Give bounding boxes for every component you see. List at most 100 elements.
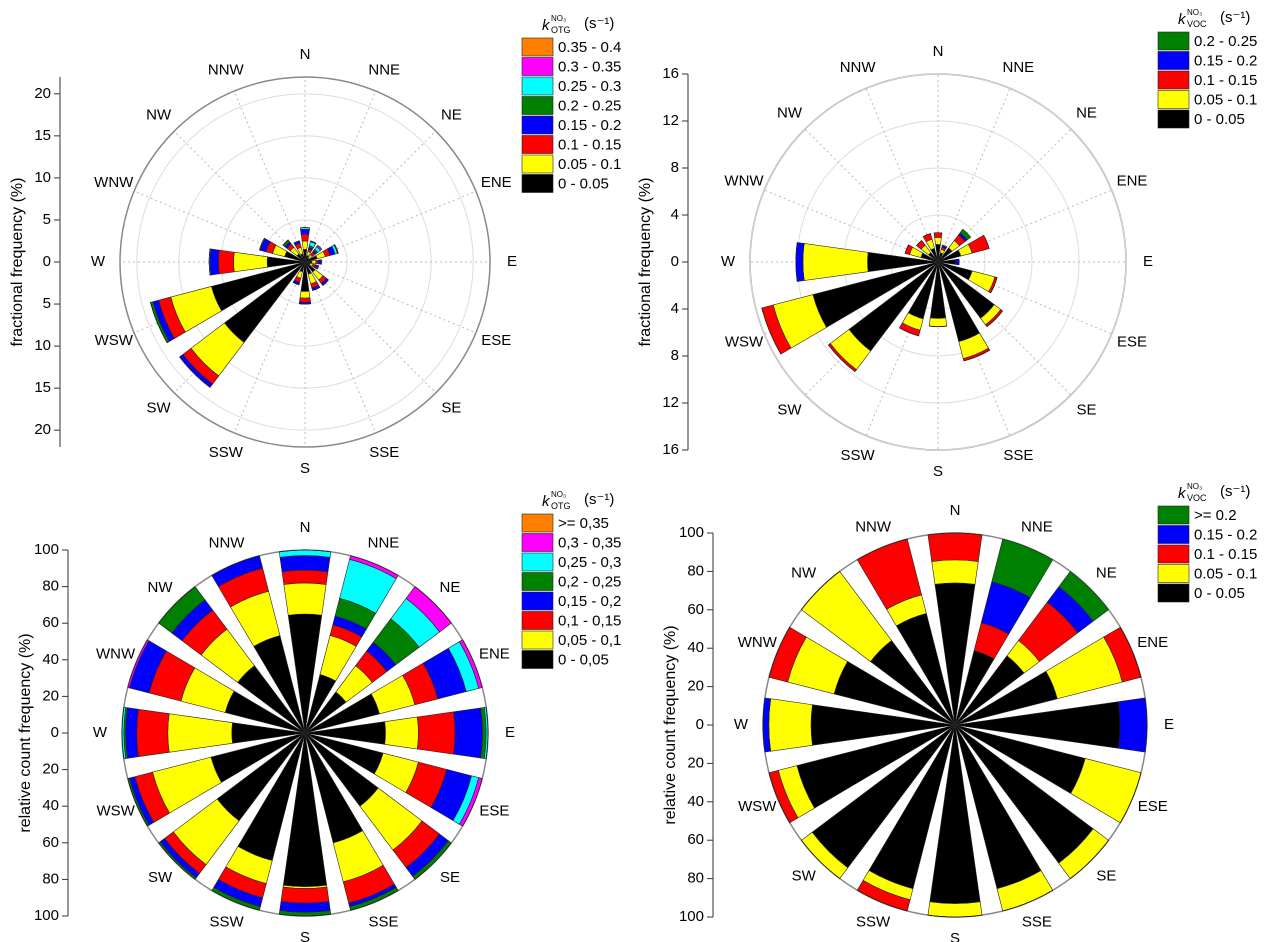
legend-title-part: NO₃ [1187, 8, 1202, 17]
bar-segment [959, 228, 972, 241]
direction-label: W [734, 716, 749, 733]
direction-label: SW [147, 399, 172, 416]
legend-swatch [1157, 544, 1190, 564]
legend-title-part: (s⁻¹) [1220, 483, 1250, 500]
bar-segment [929, 325, 947, 327]
bar-segment [158, 842, 196, 880]
grid-spoke [304, 90, 377, 263]
direction-label: WSW [96, 802, 135, 819]
legend-swatch [1157, 31, 1190, 51]
plot-border [119, 76, 491, 448]
grid-spoke [304, 261, 377, 434]
direction-label: SSE [369, 444, 399, 461]
y-tick-label: 100 [34, 541, 59, 558]
direction-label: SE [1096, 867, 1116, 884]
y-tick-label: 5 [43, 211, 51, 228]
y-tick-label: 8 [671, 159, 679, 176]
y-tick-label: 0 [671, 253, 679, 270]
axis-title: fractional frequency (%) [637, 178, 654, 347]
y-tick-label: 15 [34, 127, 51, 144]
bar-segment [810, 704, 956, 746]
axis-title: fractional frequency (%) [9, 178, 26, 347]
legend-label: 0,3 - 0,35 [558, 534, 621, 551]
legend-swatch [1157, 70, 1190, 90]
bar-segment [283, 582, 327, 616]
direction-label: WSW [95, 332, 134, 349]
y-tick-label: 100 [679, 524, 704, 541]
legend-title-part: NO₃ [1187, 482, 1202, 491]
direction-label: NE [1076, 104, 1097, 121]
grid-spoke [173, 130, 306, 263]
direction-label: NW [146, 107, 172, 124]
direction-label: ENE [1137, 634, 1168, 651]
legend-title-part: OTG [551, 501, 571, 511]
bar-segment [933, 232, 943, 238]
legend-label: 0.15 - 0.2 [1194, 526, 1257, 543]
y-tick-label: 40 [687, 793, 704, 810]
legend-label: 0.2 - 0.25 [558, 97, 621, 114]
grid-spoke [233, 90, 306, 263]
legend-label: >= 0.2 [1194, 507, 1237, 524]
legend-swatch [1157, 564, 1190, 583]
direction-label: S [950, 930, 960, 942]
legend-title-part: (s⁻¹) [584, 491, 614, 508]
legend-label: 0,15 - 0,2 [558, 593, 621, 610]
bar-segment [416, 711, 456, 755]
bar-segment [315, 259, 319, 265]
bar-segment [304, 721, 386, 745]
direction-label: NNW [840, 59, 877, 76]
bar-segment [279, 555, 331, 573]
legend-swatch [521, 96, 554, 115]
y-tick-label: 20 [34, 85, 51, 102]
bar-segment [934, 237, 942, 245]
direction-label: S [300, 460, 310, 477]
direction-label: W [93, 724, 108, 741]
y-tick-label: 40 [687, 639, 704, 656]
y-tick-label: 0 [696, 716, 704, 733]
grid-spoke [233, 261, 306, 434]
legend-swatch [1157, 51, 1190, 70]
direction-label: WNW [738, 634, 778, 651]
legend-title-part: k [542, 493, 551, 510]
direction-label: SSE [1003, 447, 1033, 464]
grid-spoke [304, 261, 437, 394]
legend-label: 0.1 - 0.15 [1194, 72, 1257, 89]
bar-segment [801, 571, 840, 610]
bar-segment [414, 586, 452, 624]
legend-label: 0 - 0,05 [558, 651, 609, 668]
bar-segment [927, 532, 983, 562]
bar-segment [453, 707, 483, 759]
direction-label: ENE [481, 174, 512, 191]
bar-segment [300, 233, 310, 242]
direction-label: N [300, 46, 311, 63]
legend-swatch [521, 115, 554, 135]
bar-segment [941, 244, 948, 249]
y-tick-label: 40 [42, 797, 59, 814]
bar-segment [768, 698, 813, 752]
legend-label: 0,1 - 0,15 [558, 612, 621, 629]
legend-label: 0.35 - 0.4 [558, 39, 621, 56]
direction-label: NE [440, 579, 461, 596]
legend-swatch [1157, 583, 1190, 603]
y-tick-label: 80 [687, 870, 704, 887]
direction-label: ESE [1117, 333, 1147, 350]
y-tick-label: 20 [42, 761, 59, 778]
grid-spoke [304, 130, 437, 263]
direction-label: NNW [855, 518, 892, 535]
bar-segment [927, 532, 983, 536]
axis-title: relative count frequency (%) [662, 625, 679, 824]
direction-label: NNE [368, 62, 400, 79]
legend-label: 0,2 - 0,25 [558, 573, 621, 590]
y-tick-label: 10 [34, 169, 51, 186]
bar-segment [209, 248, 220, 276]
bar-segment [301, 240, 309, 250]
legend-title-part: (s⁻¹) [584, 15, 614, 32]
direction-label: SE [440, 869, 460, 886]
direction-label: NE [441, 107, 462, 124]
legend-swatch [521, 37, 554, 57]
direction-label: NNW [209, 535, 246, 552]
legend-swatch [1157, 109, 1190, 129]
legend-title-part: VOC [1187, 19, 1207, 29]
legend-label: 0.15 - 0.2 [1194, 52, 1257, 69]
